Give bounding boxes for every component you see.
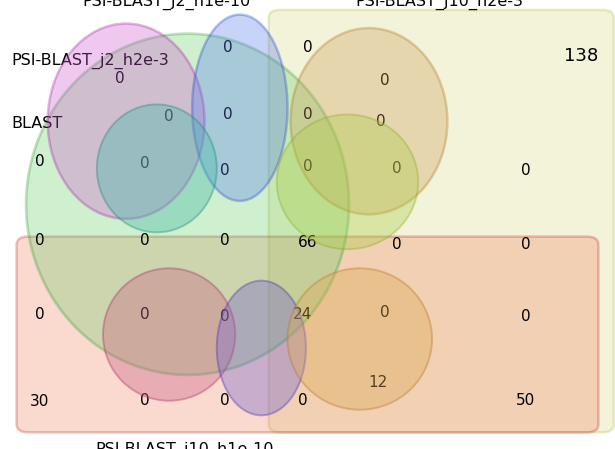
Text: 66: 66	[298, 235, 317, 250]
Text: 12: 12	[368, 375, 388, 390]
Ellipse shape	[47, 23, 204, 219]
Text: 0: 0	[521, 163, 531, 178]
Text: 0: 0	[220, 309, 229, 324]
Ellipse shape	[290, 28, 448, 215]
FancyBboxPatch shape	[269, 10, 614, 432]
Text: 0: 0	[303, 40, 312, 55]
Text: 0: 0	[376, 114, 386, 129]
Text: 0: 0	[140, 307, 149, 322]
Text: PSI-BLAST_j10_h1e-10: PSI-BLAST_j10_h1e-10	[95, 442, 274, 449]
Ellipse shape	[103, 269, 235, 401]
Text: PSI-BLAST_j2_h1e-10: PSI-BLAST_j2_h1e-10	[82, 0, 250, 10]
Ellipse shape	[26, 34, 349, 375]
Text: 0: 0	[379, 304, 389, 320]
Ellipse shape	[277, 114, 418, 249]
Text: 30: 30	[30, 394, 50, 409]
Text: 0: 0	[392, 237, 402, 252]
Text: 0: 0	[303, 158, 312, 174]
Text: 0: 0	[223, 107, 232, 122]
Ellipse shape	[192, 14, 287, 201]
Text: BLAST: BLAST	[11, 116, 62, 131]
Text: 0: 0	[298, 393, 308, 408]
Text: 24: 24	[293, 307, 312, 322]
Text: 0: 0	[392, 161, 402, 176]
Text: 0: 0	[521, 309, 531, 324]
Text: 0: 0	[220, 393, 229, 408]
Ellipse shape	[287, 269, 432, 409]
Text: 138: 138	[564, 47, 598, 65]
Text: 0: 0	[220, 163, 229, 178]
Text: PSI-BLAST_j2_h2e-3: PSI-BLAST_j2_h2e-3	[11, 53, 169, 69]
Text: 0: 0	[379, 73, 389, 88]
Text: 50: 50	[516, 393, 536, 408]
Text: 0: 0	[35, 233, 45, 248]
Text: 0: 0	[35, 307, 45, 322]
Ellipse shape	[97, 105, 216, 233]
Text: PSI-BLAST_j10_h2e-3: PSI-BLAST_j10_h2e-3	[355, 0, 524, 10]
Text: 0: 0	[140, 233, 149, 248]
Text: 0: 0	[140, 393, 149, 408]
Text: 0: 0	[140, 156, 149, 172]
Text: 0: 0	[35, 154, 45, 169]
Text: 0: 0	[115, 71, 125, 86]
Text: 0: 0	[164, 109, 174, 124]
FancyBboxPatch shape	[17, 237, 598, 432]
Text: 0: 0	[303, 107, 312, 122]
Text: 0: 0	[220, 233, 229, 248]
Text: 0: 0	[521, 237, 531, 252]
Ellipse shape	[216, 281, 306, 415]
Text: 0: 0	[223, 40, 232, 55]
